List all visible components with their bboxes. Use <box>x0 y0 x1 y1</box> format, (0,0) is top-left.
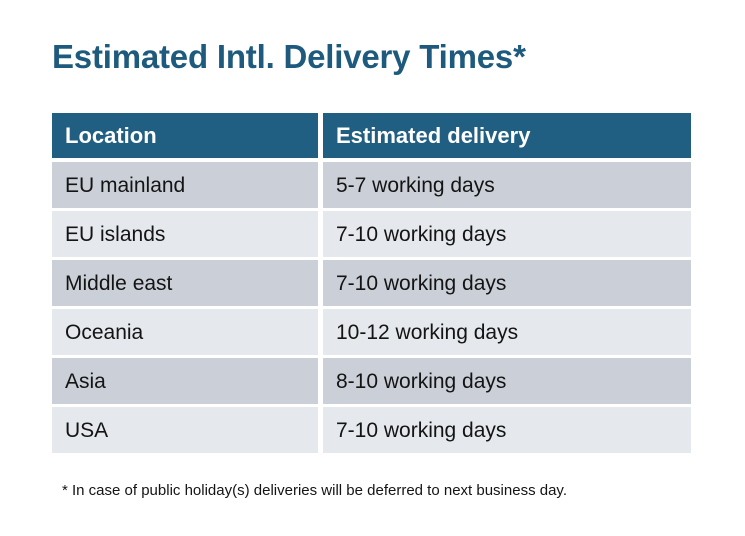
cell-location: EU islands <box>52 211 318 257</box>
cell-estimated-delivery: 10-12 working days <box>323 309 691 355</box>
cell-location: EU mainland <box>52 162 318 208</box>
cell-location: Oceania <box>52 309 318 355</box>
table-row: EU islands 7-10 working days <box>52 211 691 257</box>
column-header-location: Location <box>52 113 318 158</box>
table-footnote: * In case of public holiday(s) deliverie… <box>62 482 567 499</box>
cell-location: Middle east <box>52 260 318 306</box>
table-row: EU mainland 5-7 working days <box>52 162 691 208</box>
table-row: Oceania 10-12 working days <box>52 309 691 355</box>
cell-estimated-delivery: 7-10 working days <box>323 407 691 453</box>
table-row: Asia 8-10 working days <box>52 358 691 404</box>
estimated-delivery-table: Location Estimated delivery EU mainland … <box>52 113 691 456</box>
page-title: Estimated Intl. Delivery Times* <box>52 38 526 75</box>
cell-estimated-delivery: 7-10 working days <box>323 211 691 257</box>
column-header-estimated-delivery: Estimated delivery <box>323 113 691 158</box>
cell-location: USA <box>52 407 318 453</box>
cell-estimated-delivery: 8-10 working days <box>323 358 691 404</box>
cell-estimated-delivery: 5-7 working days <box>323 162 691 208</box>
cell-estimated-delivery: 7-10 working days <box>323 260 691 306</box>
table-row: USA 7-10 working days <box>52 407 691 453</box>
cell-location: Asia <box>52 358 318 404</box>
table-row: Middle east 7-10 working days <box>52 260 691 306</box>
table-header-row: Location Estimated delivery <box>52 113 691 158</box>
